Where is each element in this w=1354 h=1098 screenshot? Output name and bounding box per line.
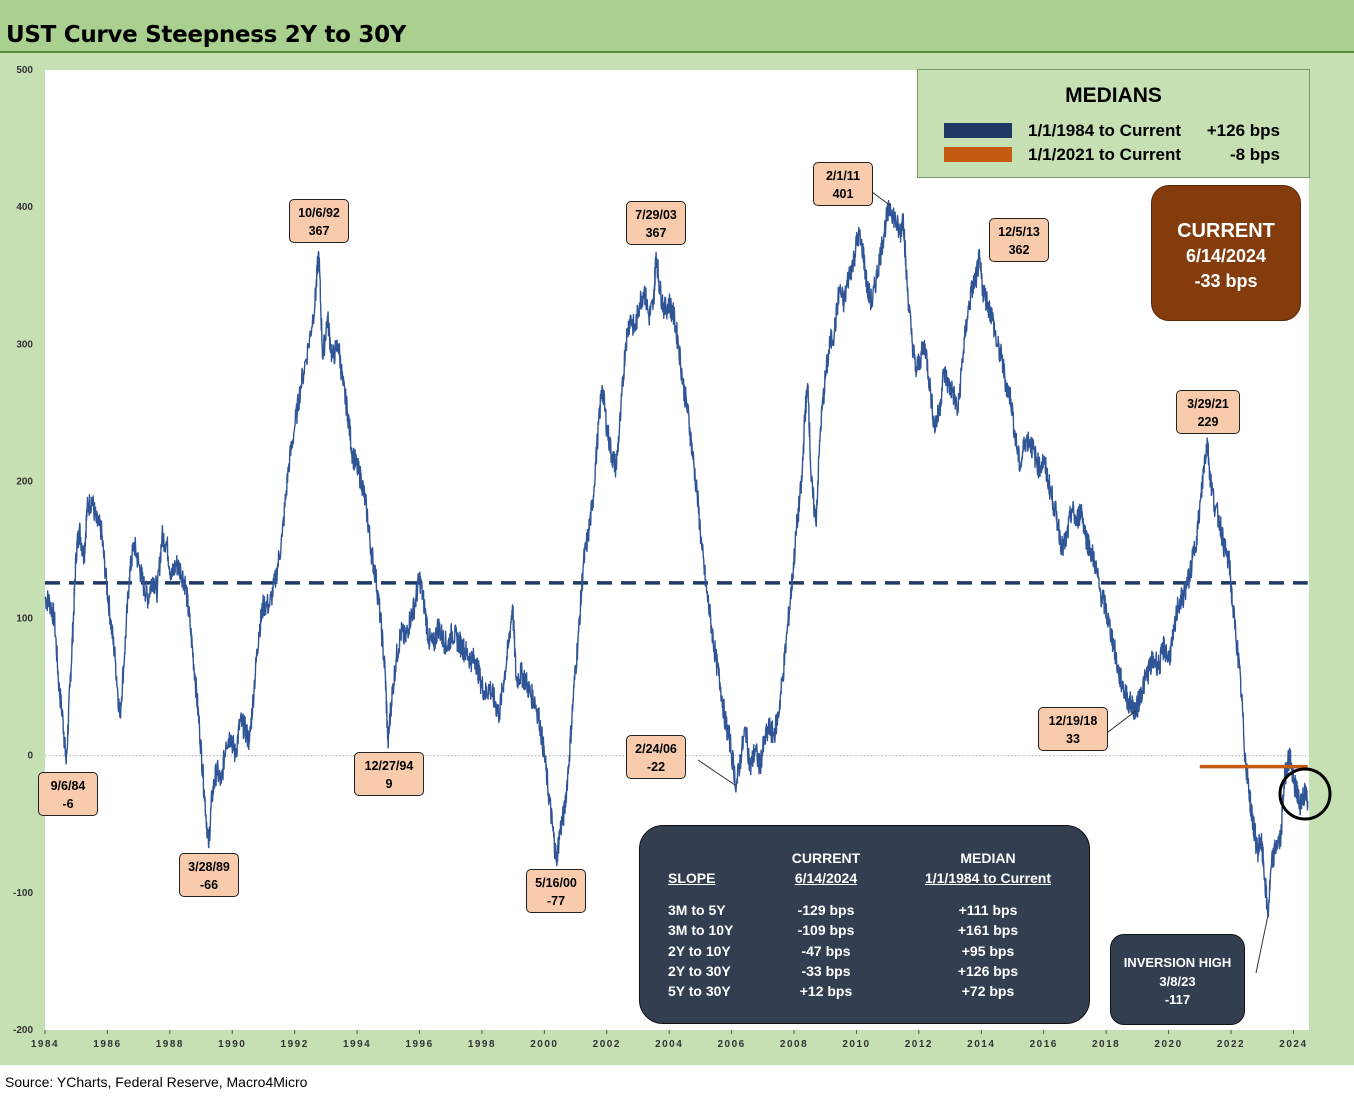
page-title: UST Curve Steepness 2Y to 30Y — [6, 22, 407, 48]
medians-title: MEDIANS — [1065, 84, 1162, 107]
y-axis-ticks: -200 -100 0 100 200 300 400 500 — [13, 65, 33, 1036]
slope-row-label: 2Y to 30Y — [668, 963, 731, 979]
y-tick-label: -100 — [13, 888, 33, 899]
slope-row-current: -33 bps — [801, 963, 851, 979]
slope-row-label: 3M to 10Y — [668, 922, 734, 938]
current-date: 6/14/2024 — [1185, 246, 1267, 266]
annotation-12-27-94: 12/27/94 9 — [354, 752, 424, 796]
x-tick-label: 1984 — [31, 1039, 59, 1050]
median-value-1984: +126 bps — [1206, 121, 1280, 140]
slope-row-median: +72 bps — [961, 983, 1015, 999]
slope-row-median: +126 bps — [957, 963, 1019, 979]
inversion-value: -117 — [1164, 992, 1191, 1007]
x-tick-label: 1994 — [343, 1039, 371, 1050]
y-tick-label: 300 — [16, 339, 33, 350]
current-callout: CURRENT 6/14/2024 -33 bps — [1151, 185, 1301, 321]
y-tick-label: -200 — [13, 1025, 33, 1036]
leader-line — [697, 759, 737, 787]
slope-header-current-date: 6/14/2024 — [794, 870, 858, 886]
slope-header-median-range: 1/1/1984 to Current — [924, 870, 1052, 886]
leader-line — [1107, 710, 1137, 733]
x-tick-label: 1990 — [218, 1039, 246, 1050]
median-value-2021: -8 bps — [1229, 145, 1280, 164]
slope-row-median: +95 bps — [961, 943, 1015, 959]
x-tick-label: 1988 — [156, 1039, 184, 1050]
slope-row-label: 5Y to 30Y — [668, 983, 731, 999]
slope-row-current: +12 bps — [799, 983, 853, 999]
slope-table: CURRENT MEDIAN SLOPE 6/14/2024 1/1/1984 … — [639, 825, 1090, 1024]
source-note: Source: YCharts, Federal Reserve, Macro4… — [5, 1074, 308, 1090]
inversion-date: 3/8/23 — [1159, 974, 1196, 989]
slope-row-label: 3M to 5Y — [668, 902, 726, 918]
x-tick-label: 1992 — [281, 1039, 309, 1050]
slope-header-slope: SLOPE — [668, 870, 716, 886]
x-tick-label: 2012 — [905, 1039, 933, 1050]
x-tick-label: 1986 — [93, 1039, 121, 1050]
medians-legend: MEDIANS 1/1/1984 to Current +126 bps 1/1… — [917, 69, 1310, 178]
annotation-2-1-11: 2/1/11 401 — [813, 162, 873, 206]
y-tick-label: 400 — [16, 202, 33, 213]
annotation-5-16-00: 5/16/00 -77 — [526, 869, 586, 913]
x-tick-label: 1996 — [405, 1039, 433, 1050]
x-tick-label: 2018 — [1092, 1039, 1120, 1050]
y-tick-label: 100 — [16, 614, 33, 625]
leader-line — [1255, 916, 1269, 974]
x-tick-label: 2006 — [717, 1039, 745, 1050]
x-tick-label: 2014 — [967, 1039, 995, 1050]
annotation-3-28-89: 3/28/89 -66 — [179, 853, 239, 897]
x-tick-label: 2024 — [1279, 1039, 1307, 1050]
x-tick-label: 2000 — [530, 1039, 558, 1050]
annotation-12-5-13: 12/5/13 362 — [989, 218, 1049, 262]
slope-row-median: +161 bps — [957, 922, 1019, 938]
x-tick-label: 2016 — [1030, 1039, 1058, 1050]
x-axis-ticks: 1984 1986 1988 1990 1992 1994 1996 1998 2000 2002… — [31, 1030, 1307, 1050]
y-tick-label: 200 — [16, 476, 33, 487]
slope-header-median: MEDIAN — [960, 850, 1016, 866]
x-tick-label: 2022 — [1217, 1039, 1245, 1050]
x-tick-label: 2002 — [593, 1039, 621, 1050]
median-swatch-2021 — [944, 147, 1012, 162]
title-bar: UST Curve Steepness 2Y to 30Y — [0, 0, 1354, 53]
x-tick-label: 2010 — [842, 1039, 870, 1050]
median-swatch-1984 — [944, 123, 1012, 138]
current-marker-circle — [1278, 767, 1332, 821]
median-label-2021: 1/1/2021 to Current — [1028, 145, 1182, 164]
series-line-2y30y — [44, 199, 1309, 918]
annotation-9-6-84: 9/6/84 -6 — [38, 772, 98, 816]
y-tick-label: 500 — [16, 65, 33, 76]
x-tick-label: 2008 — [780, 1039, 808, 1050]
slope-row-median: +111 bps — [958, 902, 1018, 918]
current-title: CURRENT — [1177, 220, 1275, 242]
slope-row-current: -47 bps — [801, 943, 851, 959]
inversion-title: INVERSION HIGH — [1123, 955, 1232, 970]
annotation-7-29-03: 7/29/03 367 — [626, 201, 686, 245]
x-tick-label: 2004 — [655, 1039, 683, 1050]
slope-row-current: -129 bps — [797, 902, 855, 918]
annotation-12-19-18: 12/19/18 33 — [1038, 707, 1108, 751]
current-value: -33 bps — [1194, 271, 1258, 291]
y-tick-label: 0 — [27, 751, 33, 762]
x-tick-label: 2020 — [1154, 1039, 1182, 1050]
annotation-2-24-06: 2/24/06 -22 — [626, 735, 686, 779]
slope-row-current: -109 bps — [797, 922, 855, 938]
annotation-3-29-21: 3/29/21 229 — [1176, 390, 1240, 434]
slope-row-label: 2Y to 10Y — [668, 943, 731, 959]
annotation-10-6-92: 10/6/92 367 — [289, 199, 349, 243]
annotation-leaders — [697, 188, 1269, 974]
slope-header-current: CURRENT — [791, 850, 861, 866]
median-label-1984: 1/1/1984 to Current — [1028, 121, 1182, 140]
inversion-callout: INVERSION HIGH 3/8/23 -117 — [1110, 934, 1245, 1025]
x-tick-label: 1998 — [468, 1039, 496, 1050]
